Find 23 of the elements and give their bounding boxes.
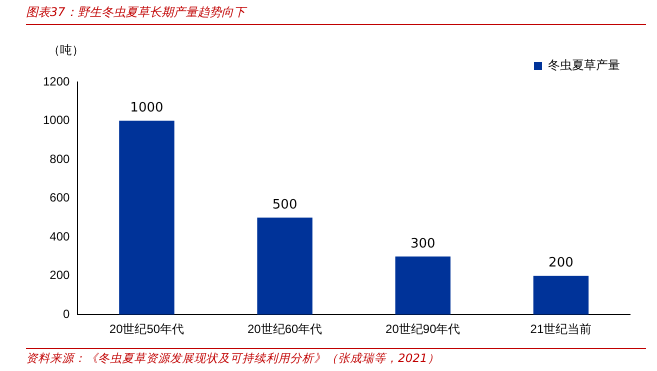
data-label: 300	[410, 236, 436, 252]
y-tick-label: 0	[63, 306, 70, 321]
bar	[395, 256, 450, 315]
y-tick-label: 400	[50, 229, 70, 244]
text: 资料来源：《冬虫夏草资源发展现状及可持续利用分析》（张成瑞等，2021）	[26, 348, 646, 366]
legend-label: 冬虫夏草产量	[548, 58, 620, 72]
y-tick-label: 600	[50, 190, 70, 205]
y-tick-label: 200	[50, 268, 70, 282]
x-tick-label: 20世纪90年代	[386, 322, 460, 336]
bar	[257, 218, 312, 315]
bar	[119, 120, 174, 315]
x-tick-label: 20世纪50年代	[109, 322, 184, 336]
data-label: 200	[548, 256, 574, 271]
y-tick-label: 800	[50, 152, 70, 166]
data-label: 500	[272, 198, 298, 213]
x-tick-label: 21世纪当前	[530, 322, 592, 336]
y-tick-label: 1000	[42, 113, 70, 128]
bar	[533, 276, 589, 315]
y-axis-title: （吨）	[48, 42, 84, 59]
chart-title: 图表37：野生冬虫夏草长期产量趋势向下	[26, 4, 646, 25]
y-tick-label: 1200	[42, 74, 70, 88]
data-label: 1000	[130, 100, 164, 116]
x-tick-label: 20世纪60年代	[247, 322, 322, 336]
